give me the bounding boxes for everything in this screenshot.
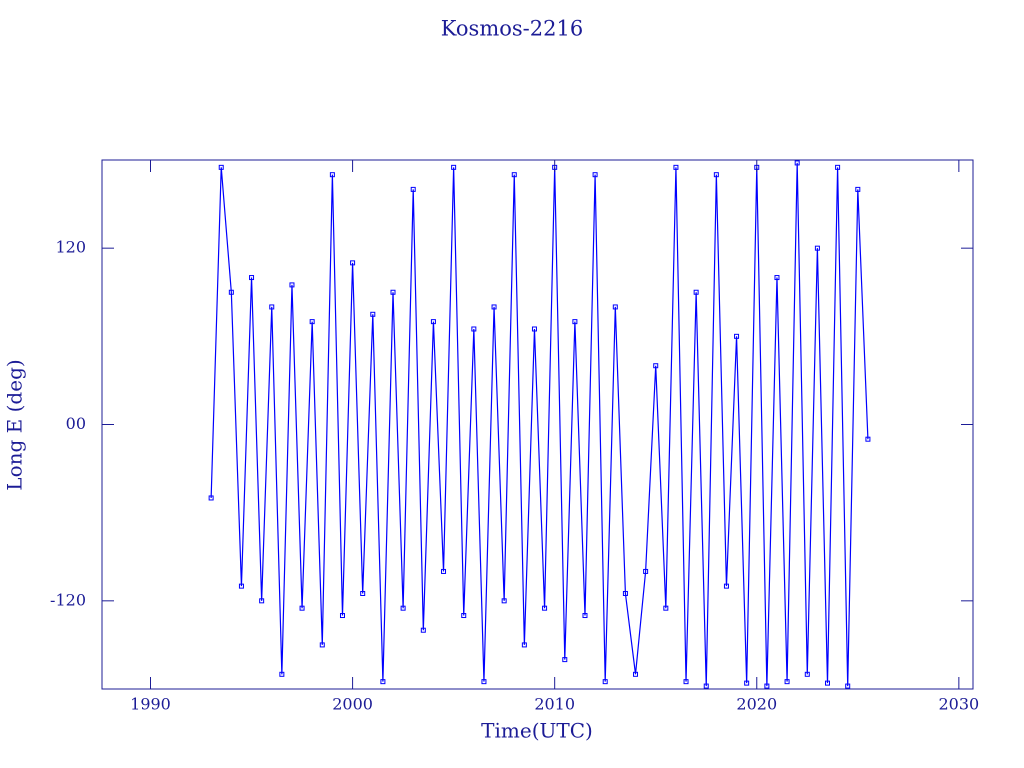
chart-title: Kosmos-2216 bbox=[441, 17, 583, 41]
point-marker bbox=[461, 613, 467, 619]
point-marker bbox=[350, 260, 356, 266]
point-marker bbox=[602, 679, 608, 685]
x-tick-label: 1990 bbox=[130, 695, 171, 714]
point-marker bbox=[653, 363, 659, 369]
point-marker bbox=[249, 275, 255, 281]
x-tick-label: 2010 bbox=[534, 695, 575, 714]
point-marker bbox=[441, 568, 447, 574]
point-marker bbox=[360, 590, 366, 596]
point-marker bbox=[259, 598, 265, 604]
point-marker bbox=[814, 245, 820, 251]
x-tick-label: 2030 bbox=[938, 695, 979, 714]
point-marker bbox=[279, 671, 285, 677]
point-marker bbox=[643, 568, 649, 574]
y-tick-label: 120 bbox=[55, 238, 86, 257]
point-marker bbox=[572, 319, 578, 325]
point-marker bbox=[501, 598, 507, 604]
point-marker bbox=[845, 683, 851, 689]
point-marker bbox=[693, 289, 699, 295]
point-marker bbox=[683, 679, 689, 685]
point-marker bbox=[824, 680, 830, 686]
point-marker bbox=[309, 319, 315, 325]
point-marker bbox=[471, 326, 477, 332]
point-marker bbox=[764, 683, 770, 689]
point-marker bbox=[835, 164, 841, 170]
point-marker bbox=[622, 590, 628, 596]
point-marker bbox=[511, 172, 517, 178]
point-marker bbox=[612, 304, 618, 310]
x-tick-label: 2000 bbox=[332, 695, 373, 714]
point-marker bbox=[804, 671, 810, 677]
point-marker bbox=[521, 642, 527, 648]
y-axis-label: Long E (deg) bbox=[3, 359, 27, 490]
point-marker bbox=[633, 671, 639, 677]
y-tick-label: 00 bbox=[66, 414, 86, 433]
point-marker bbox=[451, 164, 457, 170]
point-marker bbox=[339, 613, 345, 619]
point-marker bbox=[400, 605, 406, 611]
point-marker bbox=[410, 186, 416, 192]
x-axis-label: Time(UTC) bbox=[481, 719, 593, 743]
point-marker bbox=[703, 683, 709, 689]
point-marker bbox=[531, 326, 537, 332]
point-marker bbox=[208, 495, 214, 501]
point-marker bbox=[289, 282, 295, 288]
point-marker bbox=[491, 304, 497, 310]
point-marker bbox=[370, 311, 376, 317]
point-marker bbox=[744, 680, 750, 686]
point-marker bbox=[420, 627, 426, 633]
point-marker bbox=[784, 679, 790, 685]
point-marker bbox=[734, 333, 740, 339]
point-marker bbox=[774, 275, 780, 281]
series-line bbox=[210, 162, 869, 687]
y-tick-label: -120 bbox=[50, 590, 86, 609]
point-marker bbox=[319, 642, 325, 648]
point-marker bbox=[238, 583, 244, 589]
x-tick-label: 2020 bbox=[736, 695, 777, 714]
point-marker bbox=[481, 679, 487, 685]
point-marker bbox=[390, 289, 396, 295]
point-marker bbox=[663, 605, 669, 611]
point-marker bbox=[673, 164, 679, 170]
point-marker bbox=[380, 679, 386, 685]
point-marker bbox=[865, 436, 871, 442]
point-marker bbox=[582, 613, 588, 619]
point-marker bbox=[723, 583, 729, 589]
point-marker bbox=[592, 172, 598, 178]
point-marker bbox=[430, 319, 436, 325]
plot-area bbox=[208, 160, 871, 689]
point-marker bbox=[329, 172, 335, 178]
point-marker bbox=[269, 304, 275, 310]
point-marker bbox=[562, 657, 568, 663]
point-marker bbox=[228, 289, 234, 295]
point-marker bbox=[218, 164, 224, 170]
point-marker bbox=[794, 160, 800, 166]
point-marker bbox=[855, 186, 861, 192]
point-marker bbox=[713, 172, 719, 178]
point-marker bbox=[299, 605, 305, 611]
point-marker bbox=[542, 605, 548, 611]
